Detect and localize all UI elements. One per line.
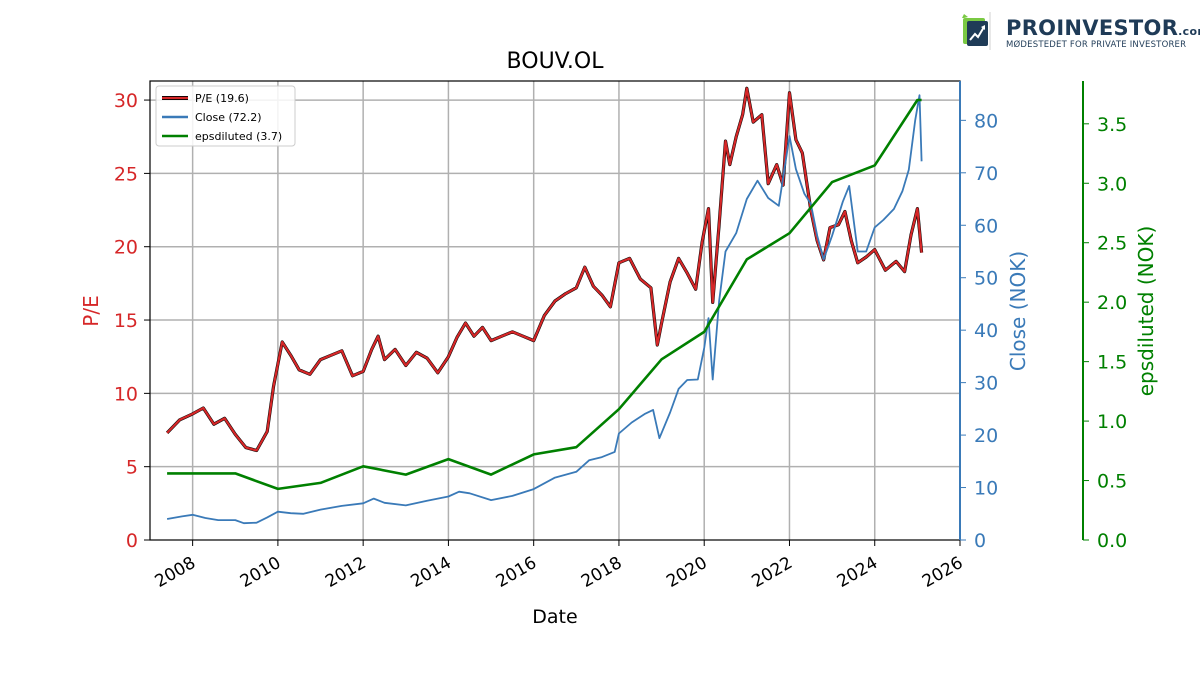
left-tick-label: 20	[114, 237, 138, 259]
x-tick-label: 2020	[663, 553, 710, 592]
x-tick-label: 2016	[493, 553, 540, 592]
close-tick-label: 30	[974, 373, 998, 395]
x-tick-label: 2018	[578, 553, 625, 592]
eps-tick-label: 0.0	[1097, 530, 1127, 552]
eps-tick-label: 1.0	[1097, 411, 1127, 433]
x-tick-label: 2012	[322, 553, 369, 592]
eps-tick-label: 1.5	[1097, 352, 1127, 374]
x-tick-label: 2014	[407, 553, 454, 592]
close-tick-label: 50	[974, 268, 998, 290]
eps-axis-label: epsdiluted (NOK)	[1134, 226, 1158, 397]
proinvestor-logo[interactable]: PROINVESTOR.com MØDESTEDET FOR PRIVATE I…	[958, 8, 1200, 56]
close-tick-label: 20	[974, 425, 998, 447]
close-tick-label: 70	[974, 163, 998, 185]
x-tick-label: 2010	[237, 553, 284, 592]
eps-tick-label: 2.5	[1097, 233, 1127, 255]
left-tick-label: 30	[114, 90, 138, 112]
close-tick-label: 80	[974, 110, 998, 132]
eps-series-line	[167, 98, 922, 491]
chart-title: BOUV.OL	[507, 49, 605, 74]
legend: P/E (19.6) Close (72.2) epsdiluted (3.7)	[155, 85, 296, 147]
x-tick-label: 2008	[152, 553, 199, 592]
eps-tick-label: 3.0	[1097, 173, 1127, 195]
left-axis-label: P/E	[79, 295, 103, 326]
brand-name: PROINVESTOR.com	[1006, 16, 1200, 40]
eps-tick-label: 3.5	[1097, 114, 1127, 136]
legend-entry: epsdiluted (3.7)	[195, 130, 282, 143]
legend-entry: P/E (19.6)	[195, 92, 249, 105]
close-tick-label: 10	[974, 478, 998, 500]
legend-entry: Close (72.2)	[195, 111, 262, 124]
pe-series-line	[166, 87, 923, 452]
left-tick-label: 10	[114, 383, 138, 405]
x-axis-label: Date	[532, 606, 577, 628]
legend-box	[155, 85, 296, 147]
brand-tagline: MØDESTEDET FOR PRIVATE INVESTORER	[1006, 40, 1187, 50]
grid	[150, 81, 960, 540]
eps-tick-label: 0.5	[1097, 471, 1127, 493]
left-tick-label: 25	[114, 163, 138, 185]
x-tick-label: 2022	[749, 553, 796, 592]
eps-tick-label: 2.0	[1097, 292, 1127, 314]
x-tick-label: 2024	[834, 553, 881, 592]
x-tick-label: 2026	[919, 553, 966, 592]
left-tick-label: 5	[126, 457, 138, 479]
left-tick-label: 15	[114, 310, 138, 332]
chart-trend-icon	[962, 12, 991, 50]
close-tick-label: 60	[974, 215, 998, 237]
close-axis-label: Close (NOK)	[1006, 251, 1030, 371]
plot-frame	[149, 80, 961, 541]
close-series-line	[166, 94, 923, 525]
plot-series	[165, 86, 924, 525]
close-tick-label: 40	[974, 320, 998, 342]
left-tick-label: 0	[126, 530, 138, 552]
close-tick-label: 0	[974, 530, 986, 552]
